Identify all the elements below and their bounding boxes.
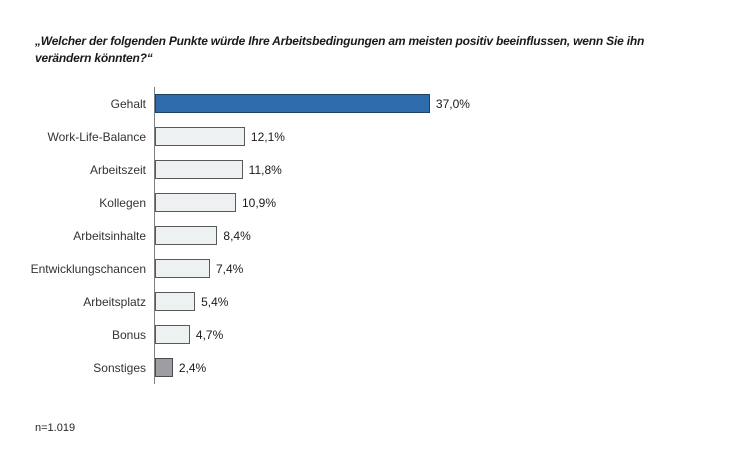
value-label: 4,7%: [195, 327, 224, 342]
chart-row: 8,4%: [155, 219, 734, 252]
chart-row: 4,7%: [155, 318, 734, 351]
chart-title-line-1: „Welcher der folgenden Punkte würde Ihre…: [35, 34, 645, 48]
bar: [155, 325, 190, 344]
sample-size-footnote: n=1.019: [35, 422, 76, 434]
chart-title: „Welcher der folgenden Punkte würde Ihre…: [35, 33, 644, 67]
chart-row: 2,4%: [155, 351, 734, 384]
category-label: Sonstiges: [93, 360, 146, 375]
bar-chart: Gehalt Work-Life-Balance Arbeitszeit Kolleg…: [0, 87, 734, 384]
category-label: Arbeitsplatz: [83, 294, 146, 309]
value-label: 12,1%: [250, 129, 285, 144]
bar: [155, 226, 218, 245]
chart-title-line-2: verändern könnten?“: [35, 51, 153, 65]
category-labels-column: Gehalt Work-Life-Balance Arbeitszeit Kolleg…: [0, 87, 154, 384]
value-label: 5,4%: [201, 294, 229, 309]
bar: [155, 358, 173, 377]
bar: [155, 127, 245, 146]
category-label: Arbeitsinhalte: [73, 228, 146, 243]
bar: [155, 292, 196, 311]
category-label: Bonus: [111, 327, 146, 342]
bar: [155, 160, 243, 179]
category-label: Entwicklungschancen: [30, 261, 146, 276]
value-label: 8,4%: [223, 228, 251, 243]
bar: [155, 193, 236, 212]
value-label: 2,4%: [178, 360, 207, 375]
value-label: 7,4%: [215, 261, 244, 276]
category-label: Gehalt: [110, 96, 146, 111]
bar: [155, 259, 210, 278]
bar: [155, 94, 430, 113]
category-label: Kollegen: [99, 195, 146, 210]
category-label: Work-Life-Balance: [47, 129, 146, 144]
chart-row: 11,8%: [155, 153, 734, 186]
category-label: Arbeitszeit: [89, 162, 146, 177]
value-label: 11,8%: [248, 162, 282, 177]
chart-row: 12,1%: [155, 120, 734, 153]
chart-row: 7,4%: [155, 252, 734, 285]
chart-row: 37,0%: [155, 87, 734, 120]
value-label: 10,9%: [241, 195, 277, 210]
chart-row: 5,4%: [155, 285, 734, 318]
chart-row: 10,9%: [155, 186, 734, 219]
value-label: 37,0%: [435, 96, 470, 111]
bars-column-with-axis-line: 37,0% 12,1% 11,8% 10,9% 8,4% 7,4% 5,4% 4,7% 2,4%: [154, 87, 734, 384]
